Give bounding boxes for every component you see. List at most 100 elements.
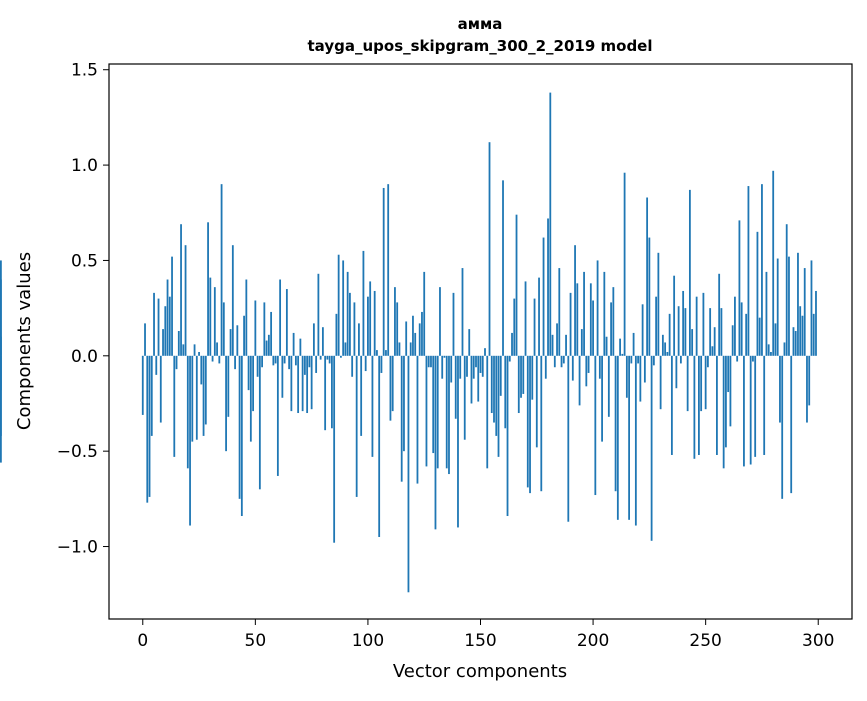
bar-37 [225, 355, 227, 452]
bar-191 [571, 355, 574, 381]
bar-176 [538, 277, 540, 356]
bar-184 [556, 323, 558, 356]
bar-298 [812, 313, 815, 356]
bar-26 [200, 355, 203, 385]
bar-150 [479, 355, 482, 373]
bar-16 [177, 331, 180, 356]
bar-46 [245, 279, 248, 356]
bar-41 [234, 355, 236, 370]
bar-22 [191, 355, 194, 442]
bar-52 [258, 355, 261, 490]
bar-13 [171, 256, 173, 356]
bar-137 [450, 355, 453, 383]
bar-229 [657, 252, 660, 356]
bar-213 [621, 353, 624, 356]
bar-19 [184, 245, 187, 356]
bar-223 [643, 355, 646, 383]
bar-116 [403, 355, 405, 452]
bar-124 [421, 311, 423, 356]
bar-152 [484, 348, 486, 356]
bar-58 [272, 355, 275, 366]
y-tick-label: −0.5 [57, 442, 98, 462]
bar-76 [312, 323, 315, 356]
bar-294 [803, 268, 806, 356]
bar-59 [274, 355, 277, 364]
bar-63 [283, 355, 286, 364]
bar-225 [648, 237, 651, 356]
bar-172 [529, 355, 531, 494]
bar-196 [583, 271, 585, 356]
bar-200 [592, 300, 594, 356]
y-tick-label: −1.0 [57, 538, 98, 558]
bars-group [0, 92, 817, 593]
bar-299 [815, 290, 817, 356]
bar-272 [754, 355, 757, 457]
bar-9 [162, 329, 164, 356]
bar-113 [396, 302, 399, 356]
bar-279 [770, 351, 772, 356]
bar-106 [380, 355, 383, 373]
bar-85 [333, 355, 336, 543]
bar-269 [747, 186, 750, 356]
bar-40 [231, 245, 234, 356]
x-tick-label: 100 [352, 631, 384, 651]
bar-79 [319, 355, 322, 360]
bar-251 [707, 355, 709, 368]
bar-209 [612, 287, 615, 356]
bar-250 [704, 355, 707, 410]
bar-2 [146, 355, 149, 503]
bar-133 [441, 355, 444, 379]
bar-35 [220, 184, 223, 356]
chart-title: амма [458, 15, 503, 33]
bar-70 [299, 338, 302, 356]
bar-261 [729, 355, 732, 427]
bar-215 [625, 355, 628, 398]
x-tick-label: 0 [137, 631, 148, 651]
bar-28 [204, 355, 207, 425]
bar-31 [211, 355, 214, 362]
chart-subtitle: tayga_upos_skipgram_300_2_2019 model [308, 37, 653, 55]
bar-21 [189, 355, 191, 526]
bar-8 [159, 355, 162, 423]
bar-168 [520, 355, 522, 398]
bar-259 [725, 355, 727, 448]
bar-214 [623, 172, 626, 356]
bar-243 [688, 189, 691, 356]
bar-281 [774, 323, 777, 356]
bar-56 [267, 334, 270, 356]
bar-47 [247, 355, 250, 391]
bar-226 [650, 355, 653, 541]
bar-284 [781, 355, 784, 499]
bar-94 [353, 302, 356, 356]
bar-129 [432, 355, 435, 454]
bar-107 [382, 187, 385, 356]
bar-61 [279, 279, 282, 356]
bar-192 [574, 245, 576, 356]
bar-257 [720, 308, 723, 356]
bar-182 [551, 334, 554, 356]
bar-71 [301, 355, 304, 412]
bar-138 [452, 292, 455, 356]
bar-270 [749, 355, 752, 465]
bar-190 [569, 292, 572, 356]
bar-114 [398, 342, 401, 356]
bar-165 [513, 298, 516, 356]
bar-159 [499, 355, 502, 396]
bar-180 [547, 218, 549, 356]
bar-127 [427, 355, 430, 368]
bar-253 [711, 346, 714, 356]
bar-175 [535, 355, 538, 448]
bar-238 [677, 306, 680, 356]
bar-44 [240, 355, 243, 517]
bar-87 [337, 254, 340, 356]
bar-241 [684, 308, 687, 356]
bar-208 [610, 302, 612, 356]
bar-181 [549, 92, 552, 356]
bar-195 [580, 329, 583, 356]
x-axis-ticks: 0 50 100 150 200 250 300 [137, 619, 834, 651]
bar-265 [738, 220, 741, 356]
bar-68 [294, 355, 297, 366]
bar-203 [598, 355, 601, 379]
